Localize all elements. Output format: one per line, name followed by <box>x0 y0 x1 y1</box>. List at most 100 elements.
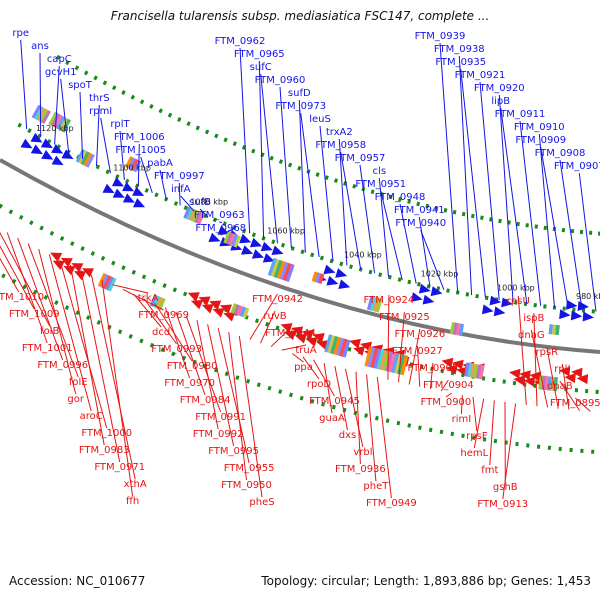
feature-block-14-strip-0 <box>324 334 333 353</box>
forward-gene-leader-ftm-0960 <box>279 86 292 249</box>
track-tick-1-13 <box>144 187 149 193</box>
track-tick-0-32 <box>352 183 357 189</box>
track-tick-2-20 <box>182 291 188 297</box>
forward-gene-leader-rplt <box>119 130 125 180</box>
track-tick-0-8 <box>130 94 136 100</box>
track-tick-2-5 <box>29 220 34 226</box>
track-tick-1-17 <box>183 205 188 211</box>
feature-block-9-strip-3 <box>458 323 465 337</box>
reverse-gene-label-vrbl: vrbl <box>353 447 372 458</box>
track-tick-2-60 <box>595 389 599 395</box>
track-tick-1-44 <box>446 288 450 293</box>
feature-block-8-strip-2 <box>372 297 380 312</box>
reverse-arrow-15 <box>280 323 293 333</box>
track-tick-3-56 <box>547 445 552 450</box>
feature-block-5 <box>223 231 241 248</box>
forward-gene-label-ftm-0951: FTM_0951 <box>355 179 406 190</box>
forward-gene-label-rpe: rpe <box>12 28 29 39</box>
reverse-gene-leader-ftm-0984 <box>175 311 206 396</box>
feature-block-9 <box>449 321 465 337</box>
kbp-marker-980-kbp: 980 kbp <box>576 292 600 301</box>
reverse-gene-label-ftm-0984: FTM_0984 <box>180 395 231 406</box>
track-tick-3-7 <box>22 284 27 290</box>
forward-arrow-38 <box>493 306 506 317</box>
forward-gene-leader-infa <box>180 195 195 212</box>
reverse-gene-label-ftm-0949: FTM_0949 <box>366 498 417 509</box>
forward-arrow-39 <box>501 297 513 308</box>
feature-block-4-strip-3 <box>191 209 200 223</box>
track-tick-2-10 <box>80 246 85 252</box>
forward-gene-leader-ftm-0907 <box>578 172 597 312</box>
kbp-marker-1100-kbp: 1100 kbp <box>113 163 151 172</box>
feature-block-6 <box>267 257 295 283</box>
track-tick-3-57 <box>558 446 562 452</box>
reverse-gene-leader-ftm-1001 <box>6 232 48 344</box>
forward-gene-leader-ftm-0963 <box>219 221 223 224</box>
track-tick-1-8 <box>95 164 101 170</box>
reverse-gene-leader-ftm-0924 <box>387 294 390 380</box>
reverse-gene-leader-fole <box>27 243 79 378</box>
feature-block-6-strip-3 <box>276 260 286 279</box>
track-tick-0-25 <box>288 162 293 168</box>
track-tick-2-13 <box>111 260 116 266</box>
track-tick-3-45 <box>428 427 433 433</box>
feature-block-7-strip-1 <box>314 272 322 284</box>
reverse-gene-leader-phes <box>238 335 263 498</box>
reverse-gene-label-ftm-0980: FTM_0980 <box>167 361 218 372</box>
track-tick-2-51 <box>502 379 506 384</box>
track-tick-1-56 <box>562 306 566 311</box>
forward-gene-leader-ftm-0920 <box>498 94 514 303</box>
reverse-arrow-47 <box>564 373 576 383</box>
feature-block-5-strip-1 <box>225 232 234 245</box>
feature-block-5-strip-3 <box>231 234 239 247</box>
reverse-gene-label-xtha: xthA <box>124 479 147 490</box>
track-tick-3-13 <box>86 315 91 321</box>
track-tick-1-1 <box>27 128 32 134</box>
feature-block-13-strip-2 <box>236 305 244 316</box>
feature-block-4-strip-5 <box>197 212 205 225</box>
reverse-gene-leader-ftm-0949 <box>376 377 392 499</box>
feature-block-14-strip-2 <box>330 335 339 355</box>
genome-backbone <box>0 158 600 354</box>
reverse-gene-leader-ispb <box>533 312 538 407</box>
feature-block-15-strip-7 <box>385 351 394 372</box>
forward-gene-leader-rpe <box>20 39 28 130</box>
feature-block-8 <box>366 295 383 313</box>
track-tick-3-26 <box>224 371 229 377</box>
reverse-gene-leader-ftm-0944 <box>270 327 291 348</box>
track-tick-3-32 <box>288 392 294 398</box>
forward-arrow-40 <box>559 309 571 320</box>
forward-arrow-14 <box>133 198 146 208</box>
feature-block-2-strip-2 <box>80 151 90 166</box>
track-tick-0-0 <box>55 54 61 60</box>
kbp-marker-1080-kbp: 1080 kbp <box>190 198 228 207</box>
feature-block-8-strip-0 <box>366 295 374 311</box>
feature-block-11 <box>97 272 117 292</box>
feature-block-16 <box>464 362 485 380</box>
forward-gene-label-ftm-0938: FTM_0938 <box>434 44 485 55</box>
forward-arrow-28 <box>323 264 336 275</box>
reverse-gene-leader-ftm-0905 <box>429 362 434 390</box>
track-tick-3-30 <box>267 385 272 391</box>
track-tick-2-6 <box>39 225 44 231</box>
forward-gene-leader-ftm-0968 <box>220 227 237 236</box>
feature-block-11-strip-2 <box>102 275 112 290</box>
reverse-gene-leader-ftm-1000 <box>59 259 108 429</box>
reverse-gene-leader-dxs <box>334 365 348 431</box>
forward-arrow-13 <box>132 186 145 196</box>
reverse-arrow-1 <box>52 260 65 270</box>
forward-arrow-5 <box>51 144 64 154</box>
track-tick-2-17 <box>152 278 157 284</box>
track-tick-1-31 <box>319 255 324 261</box>
feature-block-5-strip-2 <box>228 233 236 246</box>
reverse-arrow-20 <box>305 337 318 347</box>
feature-block-6-strip-6 <box>285 263 295 283</box>
track-tick-1-48 <box>484 295 489 301</box>
forward-gene-leader-ans <box>39 52 42 137</box>
kbp-marker-layer: 1120 kbp 1100 kbp 1080 kbp 1060 kbp 1040 kbp… <box>36 124 600 301</box>
reverse-gene-label-ftm-0913: FTM_0913 <box>477 499 528 510</box>
track-tick-0-41 <box>434 205 439 211</box>
feature-block-13-strip-4 <box>242 307 250 319</box>
